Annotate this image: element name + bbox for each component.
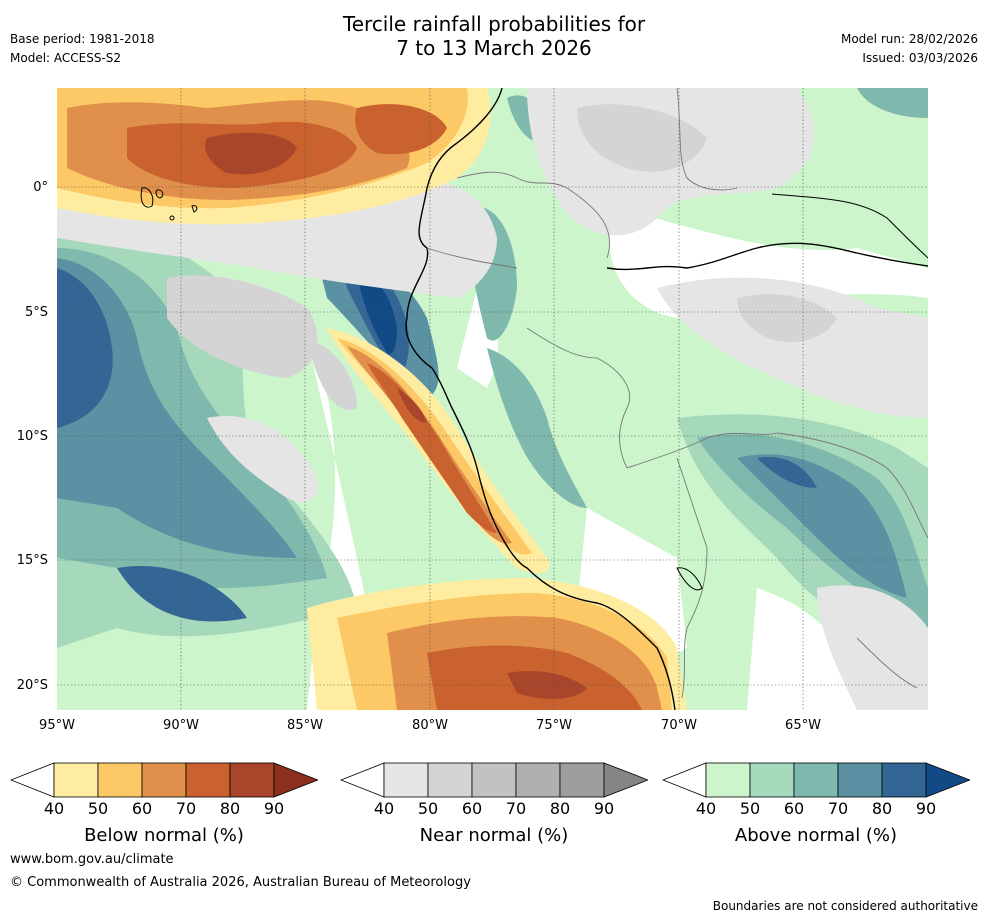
river <box>606 242 928 271</box>
colorbar-segment <box>185 762 231 798</box>
colorbar-min-arrow <box>662 762 707 798</box>
colorbar-tick-label: 80 <box>219 799 241 818</box>
above-normal-colorbar <box>662 762 970 798</box>
colorbar-segment <box>427 762 473 798</box>
colorbar-tick-label: 50 <box>739 799 761 818</box>
issued-date: Issued: 03/03/2026 <box>862 51 978 65</box>
near-normal-area <box>577 104 707 172</box>
coastline <box>405 88 676 710</box>
below-normal-colorbar <box>10 762 318 798</box>
below-normal-area <box>367 363 497 533</box>
near-normal-area <box>167 275 318 378</box>
colorbar-tick-label: 50 <box>87 799 109 818</box>
model-name: Model: ACCESS-S2 <box>10 51 122 65</box>
colorbar-max-arrow <box>925 762 970 798</box>
title-line-1: Tercile rainfall probabilities for <box>342 12 646 36</box>
longitude-label: 70°W <box>661 718 697 733</box>
above-normal-area <box>117 566 247 622</box>
colorbar-segment <box>793 762 839 798</box>
above-normal-area <box>757 457 817 488</box>
colorbar-segment <box>383 762 429 798</box>
colorbar-segment <box>97 762 143 798</box>
colorbar-tick-label: 60 <box>461 799 483 818</box>
colorbar-segment <box>881 762 927 798</box>
near-normal-area <box>657 277 928 418</box>
colorbar-segment <box>53 762 99 798</box>
colorbar-segment <box>141 762 187 798</box>
model-run-date: Model run: 28/02/2026 <box>840 32 978 46</box>
colorbar-segment <box>749 762 795 798</box>
near-normal-label: Near normal (%) <box>419 825 569 846</box>
colorbar-tick-label: 40 <box>373 799 395 818</box>
colorbar-tick-label: 90 <box>593 799 615 818</box>
colorbar-tick-label: 70 <box>175 799 197 818</box>
longitude-label: 80°W <box>412 718 448 733</box>
near-normal-area <box>307 338 357 410</box>
above-normal-area <box>487 348 587 508</box>
above-normal-area <box>857 88 928 118</box>
boundary-disclaimer: Boundaries are not considered authoritat… <box>712 899 978 913</box>
latitude-label: 10°S <box>16 429 48 444</box>
above-normal-area <box>57 258 297 558</box>
near-normal-area <box>817 585 928 710</box>
longitude-label: 90°W <box>163 718 199 733</box>
colorbar-segment <box>471 762 517 798</box>
map-gridlines <box>57 88 928 710</box>
colorbar-tick-label: 70 <box>505 799 527 818</box>
base-period: Base period: 1981-2018 <box>10 32 155 46</box>
below-normal-area <box>205 132 297 175</box>
near-normal-area <box>737 294 837 342</box>
longitude-label: 85°W <box>287 718 323 733</box>
above-normal-area <box>57 268 113 428</box>
map-title: Tercile rainfall probabilities for 7 to … <box>0 12 988 60</box>
river <box>771 193 928 259</box>
website-url: www.bom.gov.au/climate <box>10 852 174 867</box>
colorbar-tick-label: 80 <box>549 799 571 818</box>
lake <box>676 567 703 591</box>
above-normal-area <box>357 273 397 355</box>
below-normal-label: Below normal (%) <box>84 825 244 846</box>
below-normal-area <box>397 388 427 423</box>
colorbar-segment <box>229 762 275 798</box>
colorbar-tick-label: 40 <box>43 799 65 818</box>
no-signal-region <box>747 588 857 710</box>
colorbar-tick-label: 80 <box>871 799 893 818</box>
colorbar-tick-label: 40 <box>695 799 717 818</box>
probability-map <box>57 88 928 710</box>
latitude-label: 20°S <box>16 678 48 693</box>
colorbar-segment <box>559 762 605 798</box>
below-normal-area <box>355 104 447 155</box>
colorbar-segment <box>705 762 751 798</box>
colorbar-min-arrow <box>10 762 55 798</box>
latitude-label: 0° <box>33 180 48 195</box>
colorbar-segment <box>515 762 561 798</box>
title-line-2: 7 to 13 March 2026 <box>396 36 592 60</box>
near-normal-area <box>207 416 318 502</box>
colorbar-tick-label: 60 <box>783 799 805 818</box>
colorbar-tick-label: 90 <box>915 799 937 818</box>
colorbar-min-arrow <box>340 762 385 798</box>
colorbar-segment <box>837 762 883 798</box>
above-normal-area <box>737 454 907 598</box>
longitude-label: 95°W <box>39 718 75 733</box>
colorbar-tick-label: 90 <box>263 799 285 818</box>
country-borders <box>426 88 928 699</box>
galapagos-islands <box>140 187 198 221</box>
colorbar-max-arrow <box>273 762 318 798</box>
longitude-label: 65°W <box>785 718 821 733</box>
latitude-label: 15°S <box>16 553 48 568</box>
colorbar-tick-label: 50 <box>417 799 439 818</box>
longitude-label: 75°W <box>536 718 572 733</box>
colorbar-tick-label: 60 <box>131 799 153 818</box>
copyright-notice: © Commonwealth of Australia 2026, Austra… <box>10 875 471 890</box>
colorbar-tick-label: 70 <box>827 799 849 818</box>
near-normal-colorbar <box>340 762 648 798</box>
latitude-label: 5°S <box>24 305 48 320</box>
colorbar-max-arrow <box>603 762 648 798</box>
above-normal-label: Above normal (%) <box>734 825 898 846</box>
